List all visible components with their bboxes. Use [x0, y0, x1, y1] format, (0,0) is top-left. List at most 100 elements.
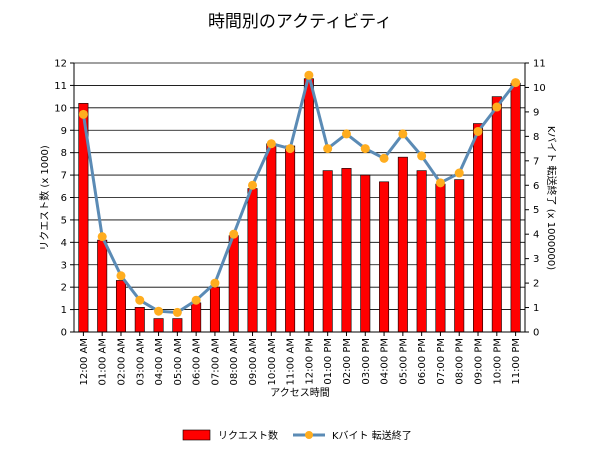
line-point	[341, 129, 351, 139]
x-tick-label: 08:00 PM	[455, 338, 466, 385]
bar	[397, 156, 408, 333]
x-tick-label: 08:00 AM	[229, 338, 240, 385]
x-tick-label: 11:00 AM	[286, 338, 297, 385]
line-point	[304, 70, 314, 80]
y2-tick-label: 10	[533, 83, 546, 94]
bar	[341, 168, 352, 333]
y-tick-label: 1	[61, 305, 67, 316]
line-point	[78, 109, 88, 119]
y-tick-label: 5	[61, 215, 67, 226]
x-tick-label: 01:00 PM	[323, 338, 334, 385]
x-tick-label: 05:00 AM	[173, 338, 184, 385]
x-tick-label: 02:00 AM	[116, 338, 127, 385]
y-tick-label: 3	[61, 260, 67, 271]
y-tick-label: 9	[61, 126, 67, 137]
line-point	[248, 180, 258, 190]
y2-tick-label: 1	[533, 303, 539, 314]
y2-tick-label: 6	[533, 181, 539, 192]
x-tick-label: 10:00 AM	[267, 338, 278, 385]
bar	[360, 174, 371, 333]
x-tick-label: 02:00 PM	[342, 338, 353, 385]
y2-tick-label: 11	[533, 59, 546, 70]
bar	[266, 143, 277, 333]
line-point	[172, 307, 182, 317]
x-tick-label: 01:00 AM	[98, 338, 109, 385]
y-tick-label: 12	[54, 59, 67, 70]
y-tick-label: 10	[54, 103, 67, 114]
line-point	[229, 229, 239, 239]
line-point	[135, 295, 145, 305]
line-point	[154, 306, 164, 316]
line-point	[379, 153, 389, 163]
bar	[416, 170, 427, 333]
bar	[510, 82, 521, 333]
y2-tick-label: 0	[533, 328, 539, 339]
line-point	[191, 295, 201, 305]
y2-axis-title: Kバイト 転送終了 (x 1000000)	[545, 126, 558, 270]
x-axis-title: アクセス時間	[270, 387, 330, 399]
x-tick-label: 07:00 AM	[210, 338, 221, 385]
legend-line-label: Kバイト 転送終了	[332, 429, 412, 442]
bar	[172, 318, 183, 333]
line-point	[97, 232, 107, 242]
chart-title: 時間別のアクティビティ	[208, 12, 392, 32]
bar	[153, 318, 164, 333]
bar	[191, 302, 202, 333]
line-point	[116, 271, 126, 281]
y-tick-label: 2	[61, 283, 67, 294]
x-tick-label: 09:00 AM	[248, 338, 259, 385]
y-tick-label: 6	[61, 193, 67, 204]
bar	[285, 145, 296, 333]
y-axis-title: リクエスト数 (x 1000)	[38, 145, 51, 251]
x-tick-label: 06:00 AM	[192, 338, 203, 385]
line-point	[360, 144, 370, 154]
bar	[454, 179, 465, 333]
line-point	[210, 278, 220, 288]
legend-line-marker	[305, 431, 313, 439]
line-point	[492, 102, 502, 112]
line-point	[266, 139, 276, 149]
x-tick-label: 04:00 AM	[154, 338, 165, 385]
y2-tick-label: 7	[533, 156, 539, 167]
y2-tick-label: 2	[533, 279, 539, 290]
bar	[228, 235, 239, 333]
line-point	[473, 126, 483, 136]
bar	[435, 183, 446, 333]
y-tick-label: 11	[54, 81, 67, 92]
y-tick-label: 0	[61, 328, 67, 339]
x-tick-label: 04:00 PM	[380, 338, 391, 385]
x-tick-label: 12:00 PM	[304, 338, 315, 385]
y-tick-label: 4	[61, 238, 67, 249]
y2-tick-label: 9	[533, 107, 539, 118]
x-tick-label: 09:00 PM	[474, 338, 485, 385]
x-tick-label: 12:00 AM	[79, 338, 90, 385]
y2-tick-label: 3	[533, 254, 539, 265]
line-point	[454, 168, 464, 178]
line-point	[323, 144, 333, 154]
y2-tick-label: 4	[533, 230, 539, 241]
line-point	[435, 178, 445, 188]
bar	[491, 96, 502, 333]
legend-bar-label: リクエスト数	[218, 429, 278, 442]
y-tick-label: 7	[61, 171, 67, 182]
line-series	[78, 70, 521, 317]
line-point	[398, 129, 408, 139]
bar	[97, 239, 108, 333]
bar	[322, 170, 333, 333]
x-tick-label: 07:00 PM	[436, 338, 447, 385]
x-tick-label: 05:00 PM	[398, 338, 409, 385]
bar	[209, 286, 220, 333]
x-tick-label: 06:00 PM	[417, 338, 428, 385]
x-tick-label: 03:00 AM	[135, 338, 146, 385]
bar	[134, 307, 145, 333]
legend: リクエスト数 Kバイト 転送終了	[182, 429, 412, 442]
bar	[379, 181, 390, 333]
legend-bar-swatch	[182, 429, 211, 441]
x-tick-label: 10:00 PM	[492, 338, 503, 385]
bar	[247, 188, 258, 333]
line-point	[417, 151, 427, 161]
x-tick-label: 03:00 PM	[361, 338, 372, 385]
line-point	[511, 78, 521, 88]
